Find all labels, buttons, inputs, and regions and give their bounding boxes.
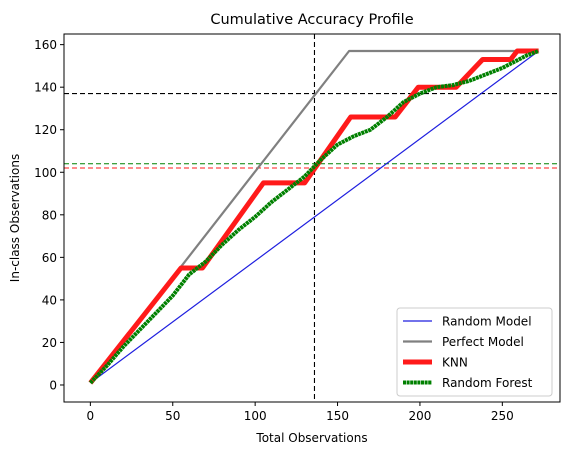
y-tick-label: 140 [34,81,57,95]
legend-label-4: Random Forest [442,376,533,390]
y-axis-title: In-class Observations [8,154,22,282]
x-tick-label: 150 [326,409,349,423]
y-tick-label: 60 [42,251,57,265]
legend-label-3: KNN [442,356,468,370]
x-tick-label: 200 [408,409,431,423]
y-tick-label: 0 [49,378,57,392]
legend: Random Model Perfect Model KNN Random Fores… [397,308,552,396]
x-tick-label: 0 [87,409,95,423]
legend-label-2: Perfect Model [442,335,524,349]
y-tick-label: 120 [34,123,57,137]
x-tick-label: 100 [244,409,267,423]
y-tick-label: 20 [42,336,57,350]
x-tick-label: 50 [165,409,180,423]
y-tick-label: 40 [42,293,57,307]
x-tick-label: 250 [491,409,514,423]
chart-title: Cumulative Accuracy Profile [210,12,413,28]
legend-label-1: Random Model [442,315,532,329]
y-tick-label: 160 [34,38,57,52]
x-axis-title: Total Observations [255,431,367,445]
y-tick-label: 100 [34,166,57,180]
y-tick-label: 80 [42,208,57,222]
